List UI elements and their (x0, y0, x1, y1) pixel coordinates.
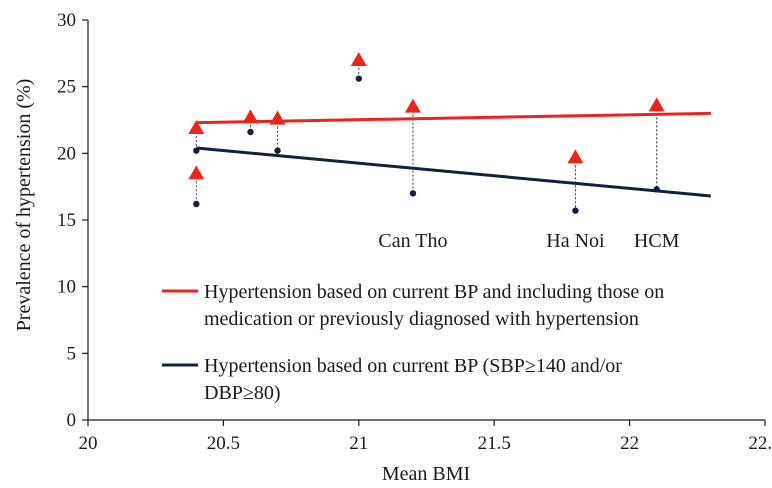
legend-label: Hypertension based on current BP and inc… (204, 281, 664, 303)
circle-point (355, 75, 362, 82)
circle-point (193, 200, 200, 208)
x-tick-label: 20 (79, 433, 98, 454)
legend-label: medication or previously diagnosed with … (204, 308, 639, 330)
y-axis-title: Prevalence of hypertension (%) (13, 79, 35, 332)
triangle-point (567, 149, 584, 164)
city-label: HCM (634, 230, 680, 252)
city-label: Can Tho (378, 230, 447, 252)
y-tick-label: 0 (67, 410, 77, 431)
trendline-navy (196, 146, 711, 198)
y-tick-label: 25 (57, 77, 76, 98)
triangle-point (242, 109, 259, 124)
y-tick-label: 5 (67, 343, 77, 364)
triangle-point (269, 110, 286, 125)
triangle-point (188, 165, 205, 180)
circle-point (653, 186, 660, 193)
city-label: Ha Noi (546, 230, 605, 252)
triangle-point (350, 52, 367, 66)
triangle-point (404, 98, 421, 113)
y-tick-label: 20 (57, 143, 76, 164)
x-tick-label: 22.5 (748, 433, 772, 454)
axes: 0 5 10 15 20 25 30 20 20.5 21 21.5 22 22.5 (57, 10, 772, 454)
triangle-point (648, 97, 665, 112)
y-tick-label: 30 (57, 10, 76, 31)
x-tick-label: 21 (349, 433, 368, 454)
y-tick-label: 10 (57, 277, 76, 298)
legend-label: Hypertension based on current BP (SBP≥14… (204, 355, 622, 377)
circle-point (193, 147, 200, 154)
x-tick-label: 22 (620, 433, 639, 454)
y-tick-label: 15 (57, 210, 76, 231)
circle-point (274, 147, 281, 154)
annotations: Can Tho Ha Noi HCM (378, 230, 679, 252)
x-tick-label: 20.5 (207, 433, 240, 454)
circle-point (409, 190, 417, 197)
legend: Hypertension based on current BP and inc… (162, 281, 664, 404)
data-points (188, 52, 665, 214)
connector-lines (195, 60, 658, 211)
trendlines (196, 111, 711, 198)
triangle-point (188, 120, 205, 134)
circle-point (572, 207, 579, 214)
circle-point (247, 128, 254, 136)
x-axis-title: Mean BMI (382, 463, 470, 485)
x-tick-label: 21.5 (478, 433, 511, 454)
legend-label: DBP≥80) (204, 382, 281, 404)
